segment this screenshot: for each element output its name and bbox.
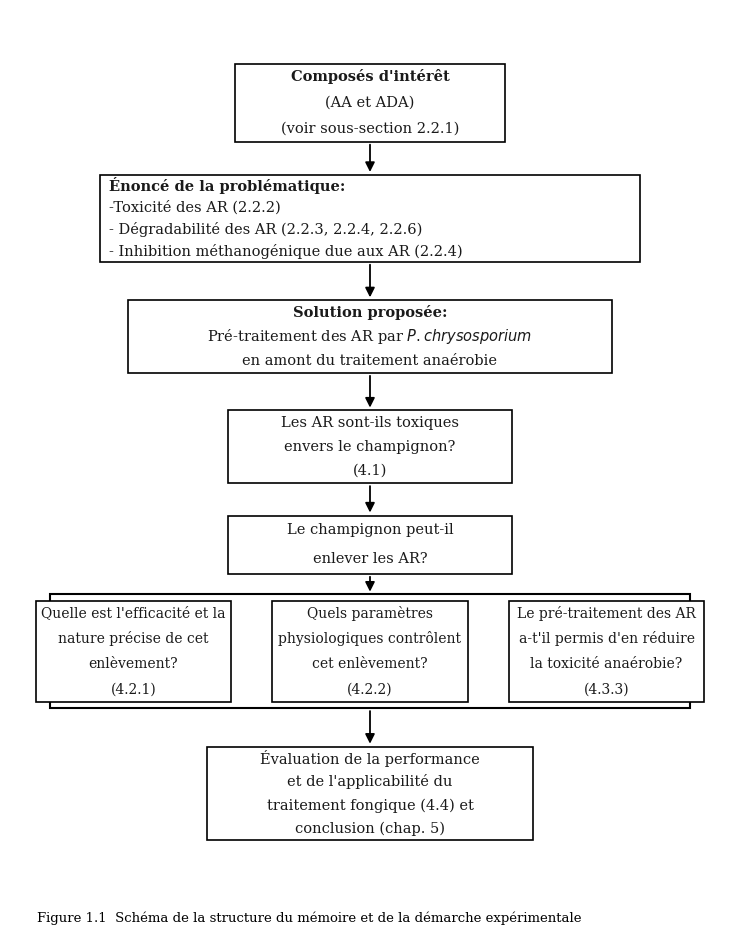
- Bar: [235, 64, 505, 142]
- Text: et de l'applicabilité du: et de l'applicabilité du: [287, 774, 453, 789]
- Text: nature précise de cet: nature précise de cet: [58, 631, 209, 646]
- Text: conclusion (chap. 5): conclusion (chap. 5): [295, 822, 445, 836]
- Text: envers le champignon?: envers le champignon?: [284, 440, 456, 454]
- Bar: [50, 594, 690, 709]
- Text: - Inhibition méthanogénique due aux AR (2.2.4): - Inhibition méthanogénique due aux AR (…: [109, 243, 462, 258]
- Text: Le champignon peut-il: Le champignon peut-il: [286, 523, 454, 537]
- Text: Le pré-traitement des AR: Le pré-traitement des AR: [517, 606, 696, 621]
- Text: enlever les AR?: enlever les AR?: [313, 552, 427, 566]
- Bar: [228, 410, 512, 483]
- Bar: [228, 516, 512, 574]
- Text: Évaluation de la performance: Évaluation de la performance: [260, 750, 480, 768]
- Bar: [206, 747, 534, 841]
- Text: - Dégradabilité des AR (2.2.3, 2.2.4, 2.2.6): - Dégradabilité des AR (2.2.3, 2.2.4, 2.…: [109, 222, 422, 237]
- Text: Quelle est l'efficacité et la: Quelle est l'efficacité et la: [41, 607, 226, 621]
- Text: Solution proposée:: Solution proposée:: [293, 305, 447, 320]
- Text: (4.1): (4.1): [353, 464, 387, 478]
- Text: Quels paramètres: Quels paramètres: [307, 606, 433, 621]
- Text: Les AR sont-ils toxiques: Les AR sont-ils toxiques: [281, 416, 459, 430]
- Text: (4.2.1): (4.2.1): [110, 682, 156, 696]
- Text: (voir sous-section 2.2.1): (voir sous-section 2.2.1): [280, 122, 460, 136]
- Text: (4.2.2): (4.2.2): [347, 682, 393, 696]
- Text: (4.3.3): (4.3.3): [584, 682, 630, 696]
- Bar: [272, 601, 468, 702]
- Text: physiologiques contrôlent: physiologiques contrôlent: [278, 631, 462, 646]
- Bar: [509, 601, 704, 702]
- Text: traitement fongique (4.4) et: traitement fongique (4.4) et: [266, 798, 474, 812]
- Bar: [129, 300, 611, 373]
- Text: en amont du traitement anaérobie: en amont du traitement anaérobie: [243, 354, 497, 368]
- Text: -Toxicité des AR (2.2.2): -Toxicité des AR (2.2.2): [109, 200, 280, 214]
- Text: Figure 1.1  Schéma de la structure du mémoire et de la démarche expérimentale: Figure 1.1 Schéma de la structure du mém…: [37, 912, 582, 925]
- Text: Pré-traitement des AR par $\mathit{P. chrysosporium}$: Pré-traitement des AR par $\mathit{P. ch…: [207, 327, 533, 346]
- Text: enlèvement?: enlèvement?: [89, 657, 178, 671]
- Bar: [100, 175, 640, 262]
- Bar: [36, 601, 231, 702]
- Text: cet enlèvement?: cet enlèvement?: [312, 657, 428, 671]
- Text: la toxicité anaérobie?: la toxicité anaérobie?: [531, 657, 683, 671]
- Text: a-t'il permis d'en réduire: a-t'il permis d'en réduire: [519, 631, 695, 646]
- Text: Énoncé de la problématique:: Énoncé de la problématique:: [109, 177, 345, 194]
- Text: (AA et ADA): (AA et ADA): [326, 95, 414, 110]
- Text: Composés d'intérêt: Composés d'intérêt: [291, 69, 449, 84]
